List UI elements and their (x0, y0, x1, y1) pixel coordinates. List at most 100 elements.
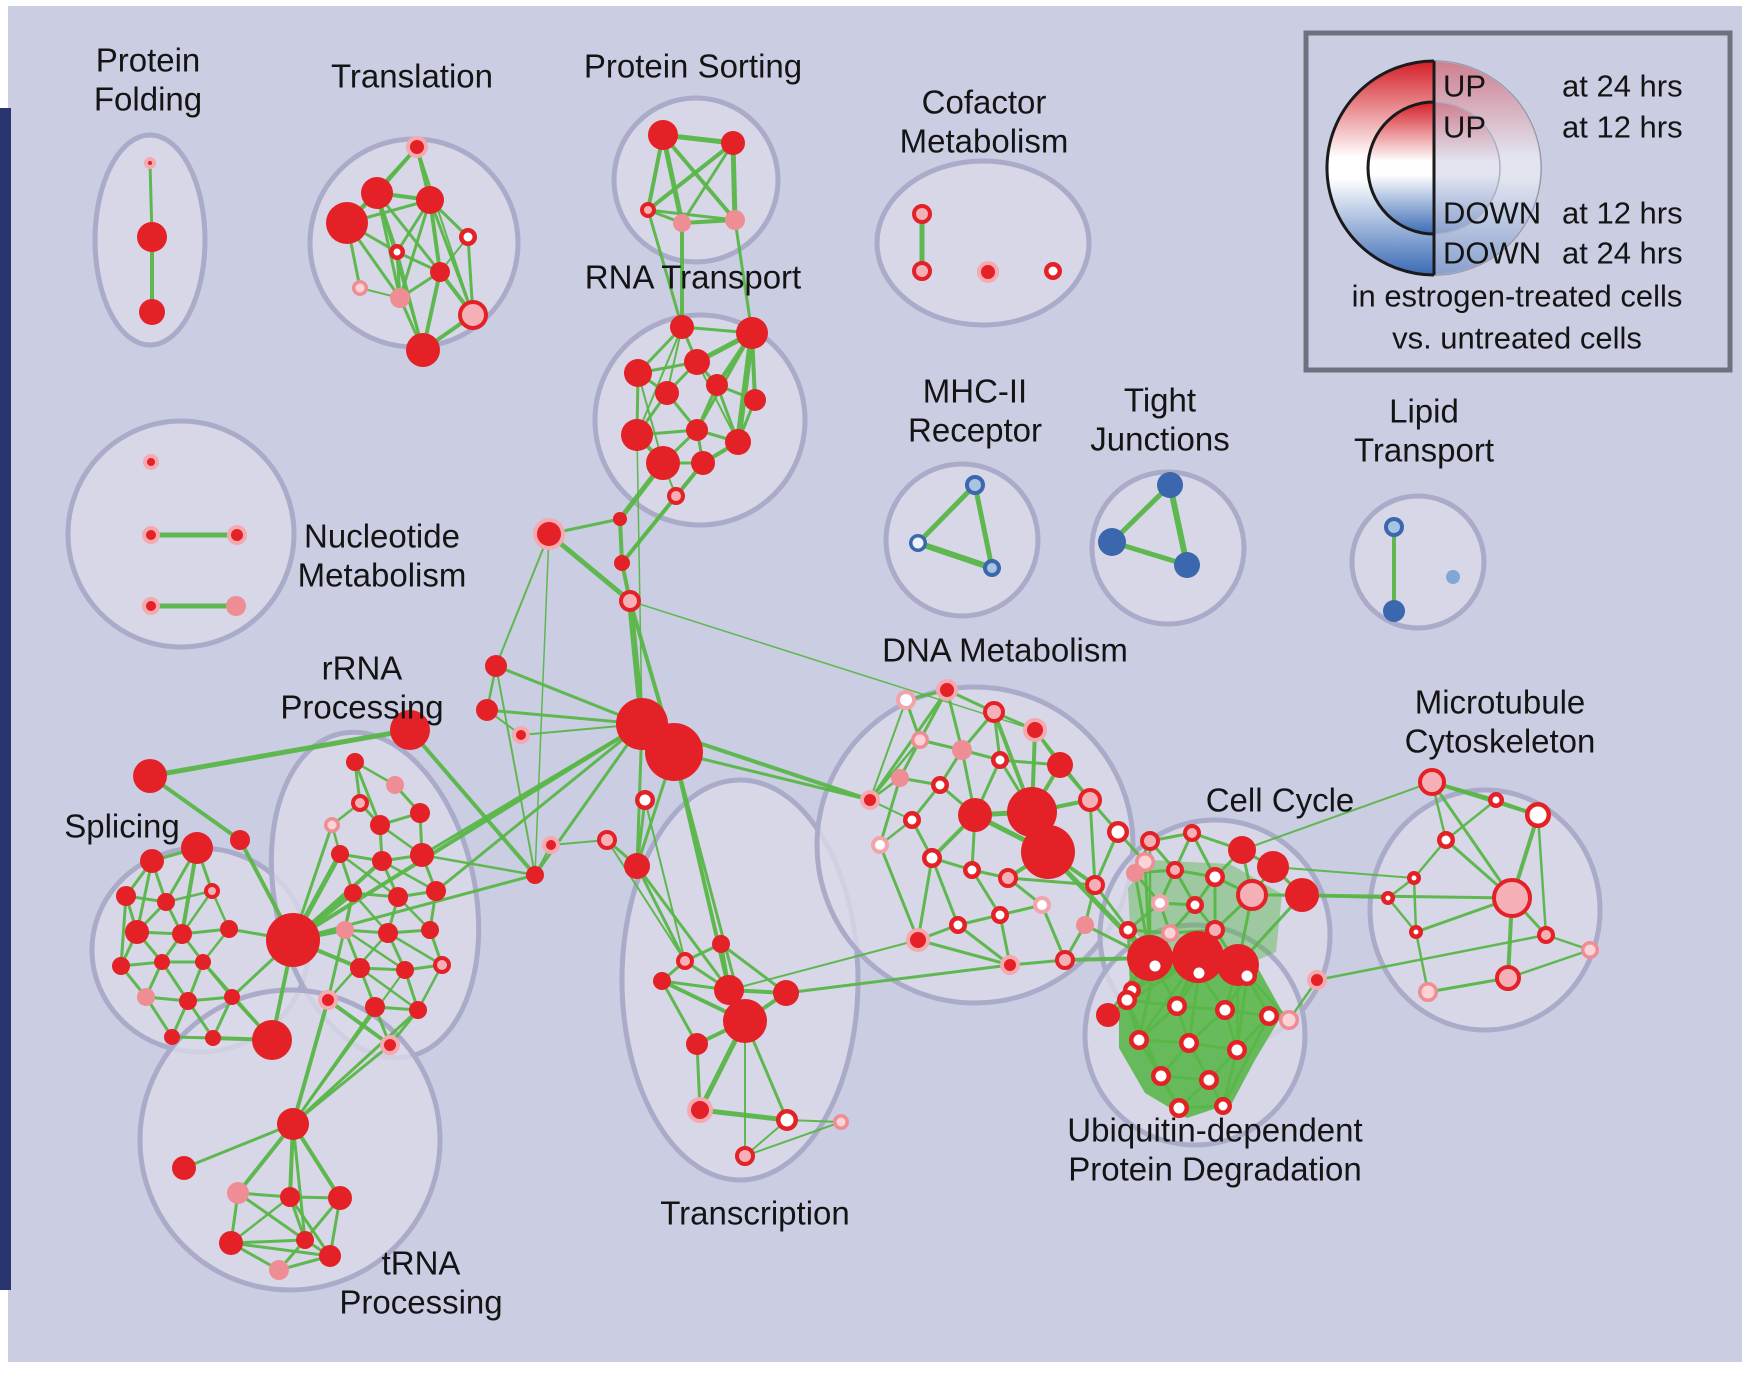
interaction-edge (546, 531, 633, 604)
gene-node-153-rp (1055, 950, 1075, 970)
gene-node-151-p (1076, 916, 1094, 934)
gene-node-197-rw (1199, 1070, 1219, 1090)
interaction-edge (1272, 866, 1415, 879)
gene-node-195-rw (1227, 1040, 1247, 1060)
interaction-edge (1414, 930, 1430, 994)
gene-node-165-rw (1186, 896, 1204, 914)
gene-node-154-pr (1000, 955, 1020, 975)
gene-node-202-r (485, 655, 507, 677)
interaction-edge (291, 1008, 420, 1126)
gene-node-169-r (1172, 931, 1224, 983)
gene-node-48-bl (1384, 517, 1404, 537)
gene-node-111-pr (542, 836, 560, 854)
cluster-label-protein-folding-line1: Protein (96, 42, 201, 79)
interaction-edge (636, 434, 643, 725)
gene-node-41-rw (1044, 262, 1062, 280)
gene-node-193-rw (1129, 1030, 1149, 1050)
gene-node-103-r (280, 1187, 300, 1207)
gene-node-59-r (140, 849, 164, 873)
gene-node-46-b (1098, 528, 1126, 556)
cluster-bubble-lipid-transport (1349, 493, 1487, 631)
cluster-label-rna-transport: RNA Transport (585, 259, 801, 296)
gene-node-24-r (706, 374, 728, 396)
gene-node-52-pr (142, 526, 160, 544)
gene-node-51-pr (143, 454, 159, 470)
gene-node-191-rw (1215, 1000, 1235, 1020)
gene-node-180-rp (1492, 878, 1532, 918)
gene-node-57-r (133, 759, 167, 793)
gene-node-19-r (670, 315, 694, 339)
gene-node-166-rw (1119, 921, 1137, 939)
interaction-edge (1426, 976, 1510, 994)
cluster-label-lipid-transport-line2: Transport (1354, 432, 1494, 469)
legend-row-direction-3: DOWN (1443, 196, 1541, 231)
gene-node-127-rp (983, 701, 1005, 723)
interaction-edge (375, 191, 402, 300)
interaction-edge (972, 482, 995, 571)
cluster-bubble-protein-sorting (611, 95, 781, 265)
interaction-edge (1315, 933, 1548, 982)
cluster-label-mhc-ii-receptor-line2: Receptor (908, 412, 1042, 449)
interaction-edge (915, 482, 978, 546)
interaction-edge (606, 839, 686, 962)
gene-node-11-p (390, 288, 410, 308)
legend-row-direction-1: UP (1443, 69, 1486, 104)
gene-node-201-pr (1307, 970, 1327, 990)
gene-node-176-rw (1525, 802, 1551, 828)
gene-node-71-r (179, 992, 197, 1010)
gene-node-199-rw (1214, 1097, 1232, 1115)
gene-node-108-r (296, 1231, 314, 1249)
legend-outer-left-arc (1325, 59, 1435, 277)
interaction-edge (1536, 813, 1548, 937)
gene-node-23-r (655, 381, 679, 405)
interaction-edge (353, 760, 382, 827)
gene-node-12-rp (458, 300, 488, 330)
gene-node-88-r (426, 881, 446, 901)
interaction-edge (784, 963, 1012, 995)
gene-node-112-r (624, 853, 650, 879)
gene-node-60-r (181, 832, 213, 864)
gene-node-178-rw (1407, 871, 1421, 885)
gene-node-167-pp (1161, 924, 1179, 942)
interaction-edge (878, 843, 920, 942)
gene-node-132-r (1047, 752, 1073, 778)
gene-node-82-r (410, 803, 430, 823)
gene-node-33-pr (533, 518, 565, 550)
gene-node-84-r (372, 851, 392, 871)
interaction-edge (338, 852, 400, 899)
gene-node-91-r (421, 921, 439, 939)
gene-node-69-r (195, 954, 211, 970)
legend-caption-line1: in estrogen-treated cells (1352, 279, 1683, 314)
gene-node-44-bl (983, 559, 1001, 577)
gene-node-72-r (224, 989, 240, 1005)
interaction-edge (358, 966, 420, 1012)
gene-node-53-pr (227, 525, 247, 545)
interaction-edge (869, 699, 907, 801)
gene-node-123-rp (735, 1146, 755, 1166)
legend-box (1303, 30, 1733, 373)
gene-node-70-p (137, 988, 155, 1006)
gene-node-83-r (331, 845, 349, 863)
gene-node-177-rw (1437, 831, 1455, 849)
gene-node-1-r (137, 222, 167, 252)
interaction-edge (420, 722, 644, 857)
gene-node-122-pp (833, 1114, 849, 1130)
gene-node-8-rw (389, 244, 405, 260)
gene-node-22-r (624, 359, 652, 387)
interaction-edge (408, 728, 537, 877)
gene-node-89-p (336, 921, 354, 939)
interaction-edge (386, 931, 444, 967)
gene-node-156-rp (1183, 824, 1201, 842)
interaction-edge (646, 208, 684, 329)
gene-node-81-r (370, 815, 390, 835)
gene-node-119-r (686, 1033, 708, 1055)
interaction-edge (1506, 948, 1592, 980)
interaction-edge (291, 1043, 392, 1126)
legend-fade-right-half (1434, 61, 1541, 275)
gene-node-161-rp (1166, 861, 1184, 879)
legend-row-time-3: at 12 hrs (1562, 196, 1683, 231)
gene-node-148-rw (991, 906, 1009, 924)
gene-node-2-r (139, 299, 165, 325)
gene-node-192-rw (1259, 1006, 1279, 1026)
